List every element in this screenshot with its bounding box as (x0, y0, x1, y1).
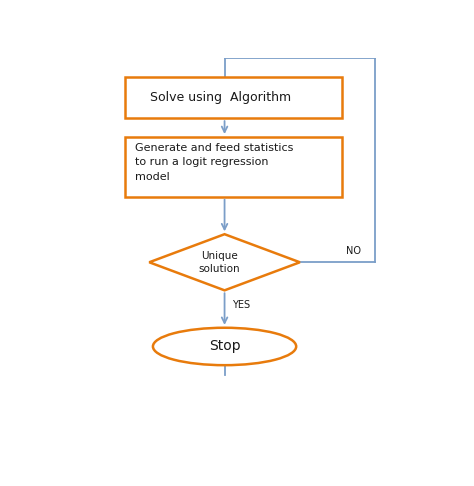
Text: YES: YES (232, 300, 250, 310)
Text: Generate and feed statistics
to run a logit regression
model: Generate and feed statistics to run a lo… (135, 143, 293, 182)
Polygon shape (149, 234, 300, 290)
Text: NO: NO (346, 245, 361, 256)
FancyBboxPatch shape (125, 137, 342, 197)
FancyBboxPatch shape (125, 77, 342, 118)
Text: Solve using  Algorithm: Solve using Algorithm (150, 91, 292, 104)
Text: Stop: Stop (209, 339, 240, 353)
Text: Unique
solution: Unique solution (198, 251, 240, 274)
Ellipse shape (153, 328, 296, 365)
